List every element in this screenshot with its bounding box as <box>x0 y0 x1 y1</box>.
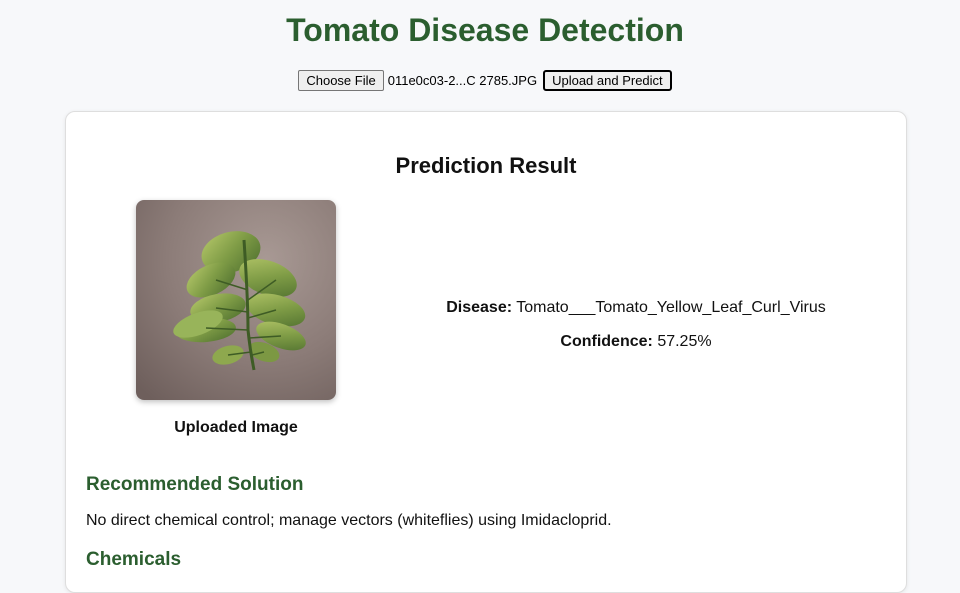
confidence-line: Confidence: 57.25% <box>396 332 876 352</box>
selected-file-name: 011e0c03-2...C 2785.JPG <box>387 73 538 88</box>
prediction-details: Disease: Tomato___Tomato_Yellow_Leaf_Cur… <box>396 298 876 366</box>
chemicals-heading: Chemicals <box>86 549 182 570</box>
prediction-result-title: Prediction Result <box>395 153 577 178</box>
recommended-solution-text: No direct chemical control; manage vecto… <box>86 512 612 529</box>
uploaded-image-caption: Uploaded Image <box>174 419 298 436</box>
confidence-label: Confidence: <box>560 333 653 350</box>
confidence-value: 57.25% <box>657 333 712 350</box>
page-title: Tomato Disease Detection <box>286 12 684 48</box>
uploaded-leaf-image <box>136 200 336 400</box>
upload-form: Choose File 011e0c03-2...C 2785.JPG Uplo… <box>0 70 960 91</box>
choose-file-button[interactable]: Choose File <box>298 70 384 91</box>
recommended-solution-heading: Recommended Solution <box>86 474 304 495</box>
upload-and-predict-button[interactable]: Upload and Predict <box>543 70 672 91</box>
disease-value: Tomato___Tomato_Yellow_Leaf_Curl_Virus <box>516 299 826 316</box>
disease-line: Disease: Tomato___Tomato_Yellow_Leaf_Cur… <box>396 298 876 318</box>
disease-label: Disease: <box>446 299 513 316</box>
prediction-card: Prediction Result <box>65 111 907 593</box>
leaf-photo-icon <box>136 200 336 400</box>
